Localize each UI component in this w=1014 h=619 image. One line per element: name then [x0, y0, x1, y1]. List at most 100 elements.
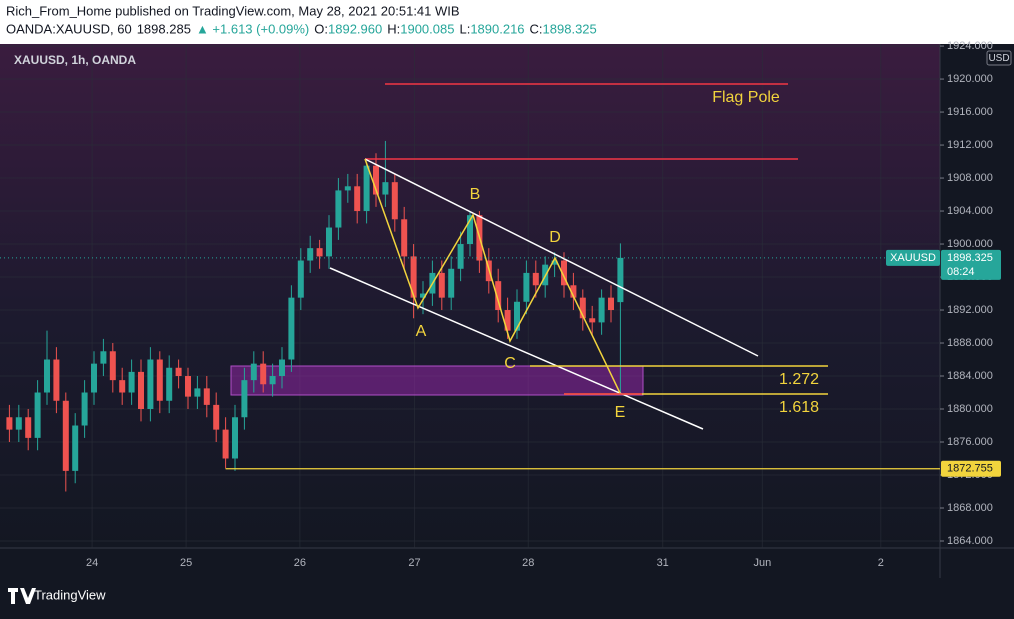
x-tick-label: 31 — [657, 557, 669, 569]
y-tick-label: 1880.000 — [947, 403, 993, 415]
wave-label: A — [416, 323, 427, 340]
candle-body — [608, 297, 614, 311]
annotation: 1.618 — [779, 399, 819, 416]
chart-title: XAUUSD, 1h, OANDA — [14, 53, 136, 67]
candle-body — [561, 260, 567, 286]
header-bg — [0, 0, 1014, 44]
quote-part: 1898.285 — [137, 21, 191, 36]
candle-body — [382, 182, 389, 195]
candle-body — [495, 281, 502, 311]
candle-body — [25, 417, 32, 438]
candle-body — [44, 359, 50, 393]
candle-body — [617, 257, 624, 303]
candle-body — [420, 293, 426, 298]
candle-body — [532, 272, 539, 286]
price-label: 1898.325 — [947, 252, 993, 264]
logo — [8, 588, 36, 604]
channel-bottom — [329, 267, 704, 430]
x-tick-label: 27 — [408, 557, 420, 569]
y-tick-label: 1924.000 — [947, 40, 993, 52]
candle-body — [6, 417, 13, 430]
wave-label: C — [504, 355, 516, 372]
y-tick-label: 1904.000 — [947, 205, 993, 217]
candle-body — [166, 367, 173, 401]
quote-part: O: — [314, 21, 328, 36]
candle-body — [91, 363, 97, 393]
candle-body — [109, 351, 116, 381]
candle-body — [316, 248, 323, 257]
candle-body — [373, 165, 379, 195]
candle-body — [551, 260, 558, 265]
level-tag — [941, 460, 1001, 477]
candle-body — [391, 182, 398, 220]
quote-part: OANDA:XAUUSD, 60 — [6, 21, 132, 36]
quote-part: C: — [530, 21, 543, 36]
y-tick-label: 1868.000 — [947, 502, 993, 514]
candle-body — [448, 268, 455, 298]
candle-body — [128, 371, 135, 393]
y-tick-label: 1912.000 — [947, 139, 993, 151]
candle-body — [15, 417, 22, 430]
annotation: 1.272 — [779, 371, 819, 388]
currency: USD — [988, 53, 1009, 64]
candle-body — [72, 425, 79, 471]
footer-bg — [0, 578, 1014, 614]
candle-body — [232, 417, 238, 459]
wave-label: B — [470, 186, 481, 203]
y-tick-label: 1916.000 — [947, 106, 993, 118]
quote-part: 1890.216 — [470, 21, 524, 36]
quote-line: OANDA:XAUUSD, 60 1898.285 ▲ +1.613 (+0.09%… — [6, 21, 597, 36]
candle-body — [363, 165, 370, 212]
candle-body — [222, 429, 229, 459]
brand: TradingView — [34, 587, 106, 602]
candle-body — [297, 260, 304, 298]
candle-body — [354, 186, 361, 212]
candle-body — [579, 297, 586, 319]
symbol-label: XAUUSD — [890, 252, 936, 264]
candle-body — [34, 392, 41, 438]
drawings — [329, 83, 828, 430]
wave-label: E — [615, 404, 626, 421]
candle-body — [410, 256, 417, 298]
candle-body — [119, 380, 126, 393]
overlay: XAUUSD 1898.325 08:24 1872.755 — [0, 249, 1001, 477]
candle-body — [438, 272, 445, 298]
channel-top — [364, 158, 759, 357]
candle-body — [326, 227, 332, 257]
candle-body — [203, 388, 210, 405]
candle-body — [62, 400, 69, 471]
quote-part: 1892.960 — [328, 21, 382, 36]
plot-bg — [0, 44, 940, 548]
quote-part: 1898.325 — [543, 21, 597, 36]
price-tag — [941, 249, 1001, 280]
candle-body — [598, 297, 605, 323]
x-tick-label: 25 — [180, 557, 192, 569]
annotation: Flag Pole — [712, 89, 780, 106]
candle-body — [523, 272, 530, 302]
x-tick-label: 28 — [522, 557, 534, 569]
candle-body — [344, 186, 351, 191]
candle-body — [401, 219, 408, 257]
y-tick-label: 1876.000 — [947, 436, 993, 448]
level-label: 1872.755 — [947, 463, 993, 475]
x-tick-label: 2 — [878, 557, 884, 569]
candle-body — [589, 318, 596, 323]
candle-body — [570, 285, 577, 298]
quote-part: ▲ +1.613 (+0.09%) — [196, 21, 309, 36]
y-tick-label: 1900.000 — [947, 238, 993, 250]
candle-body — [269, 376, 276, 385]
publisher: Rich_From_Home published on TradingView.… — [6, 3, 460, 18]
candle-body — [250, 363, 257, 381]
quote-part: L: — [459, 21, 470, 36]
candle-body — [147, 359, 154, 410]
candle-body — [279, 359, 285, 377]
currency-box — [986, 50, 1012, 66]
y-tick-label: 1908.000 — [947, 172, 993, 184]
demand-zone — [230, 365, 644, 396]
y-tick-label: 1892.000 — [947, 304, 993, 316]
candle-body — [457, 244, 464, 269]
countdown: 08:24 — [947, 266, 975, 278]
candle-body — [307, 248, 314, 261]
quote-part: H: — [387, 21, 400, 36]
